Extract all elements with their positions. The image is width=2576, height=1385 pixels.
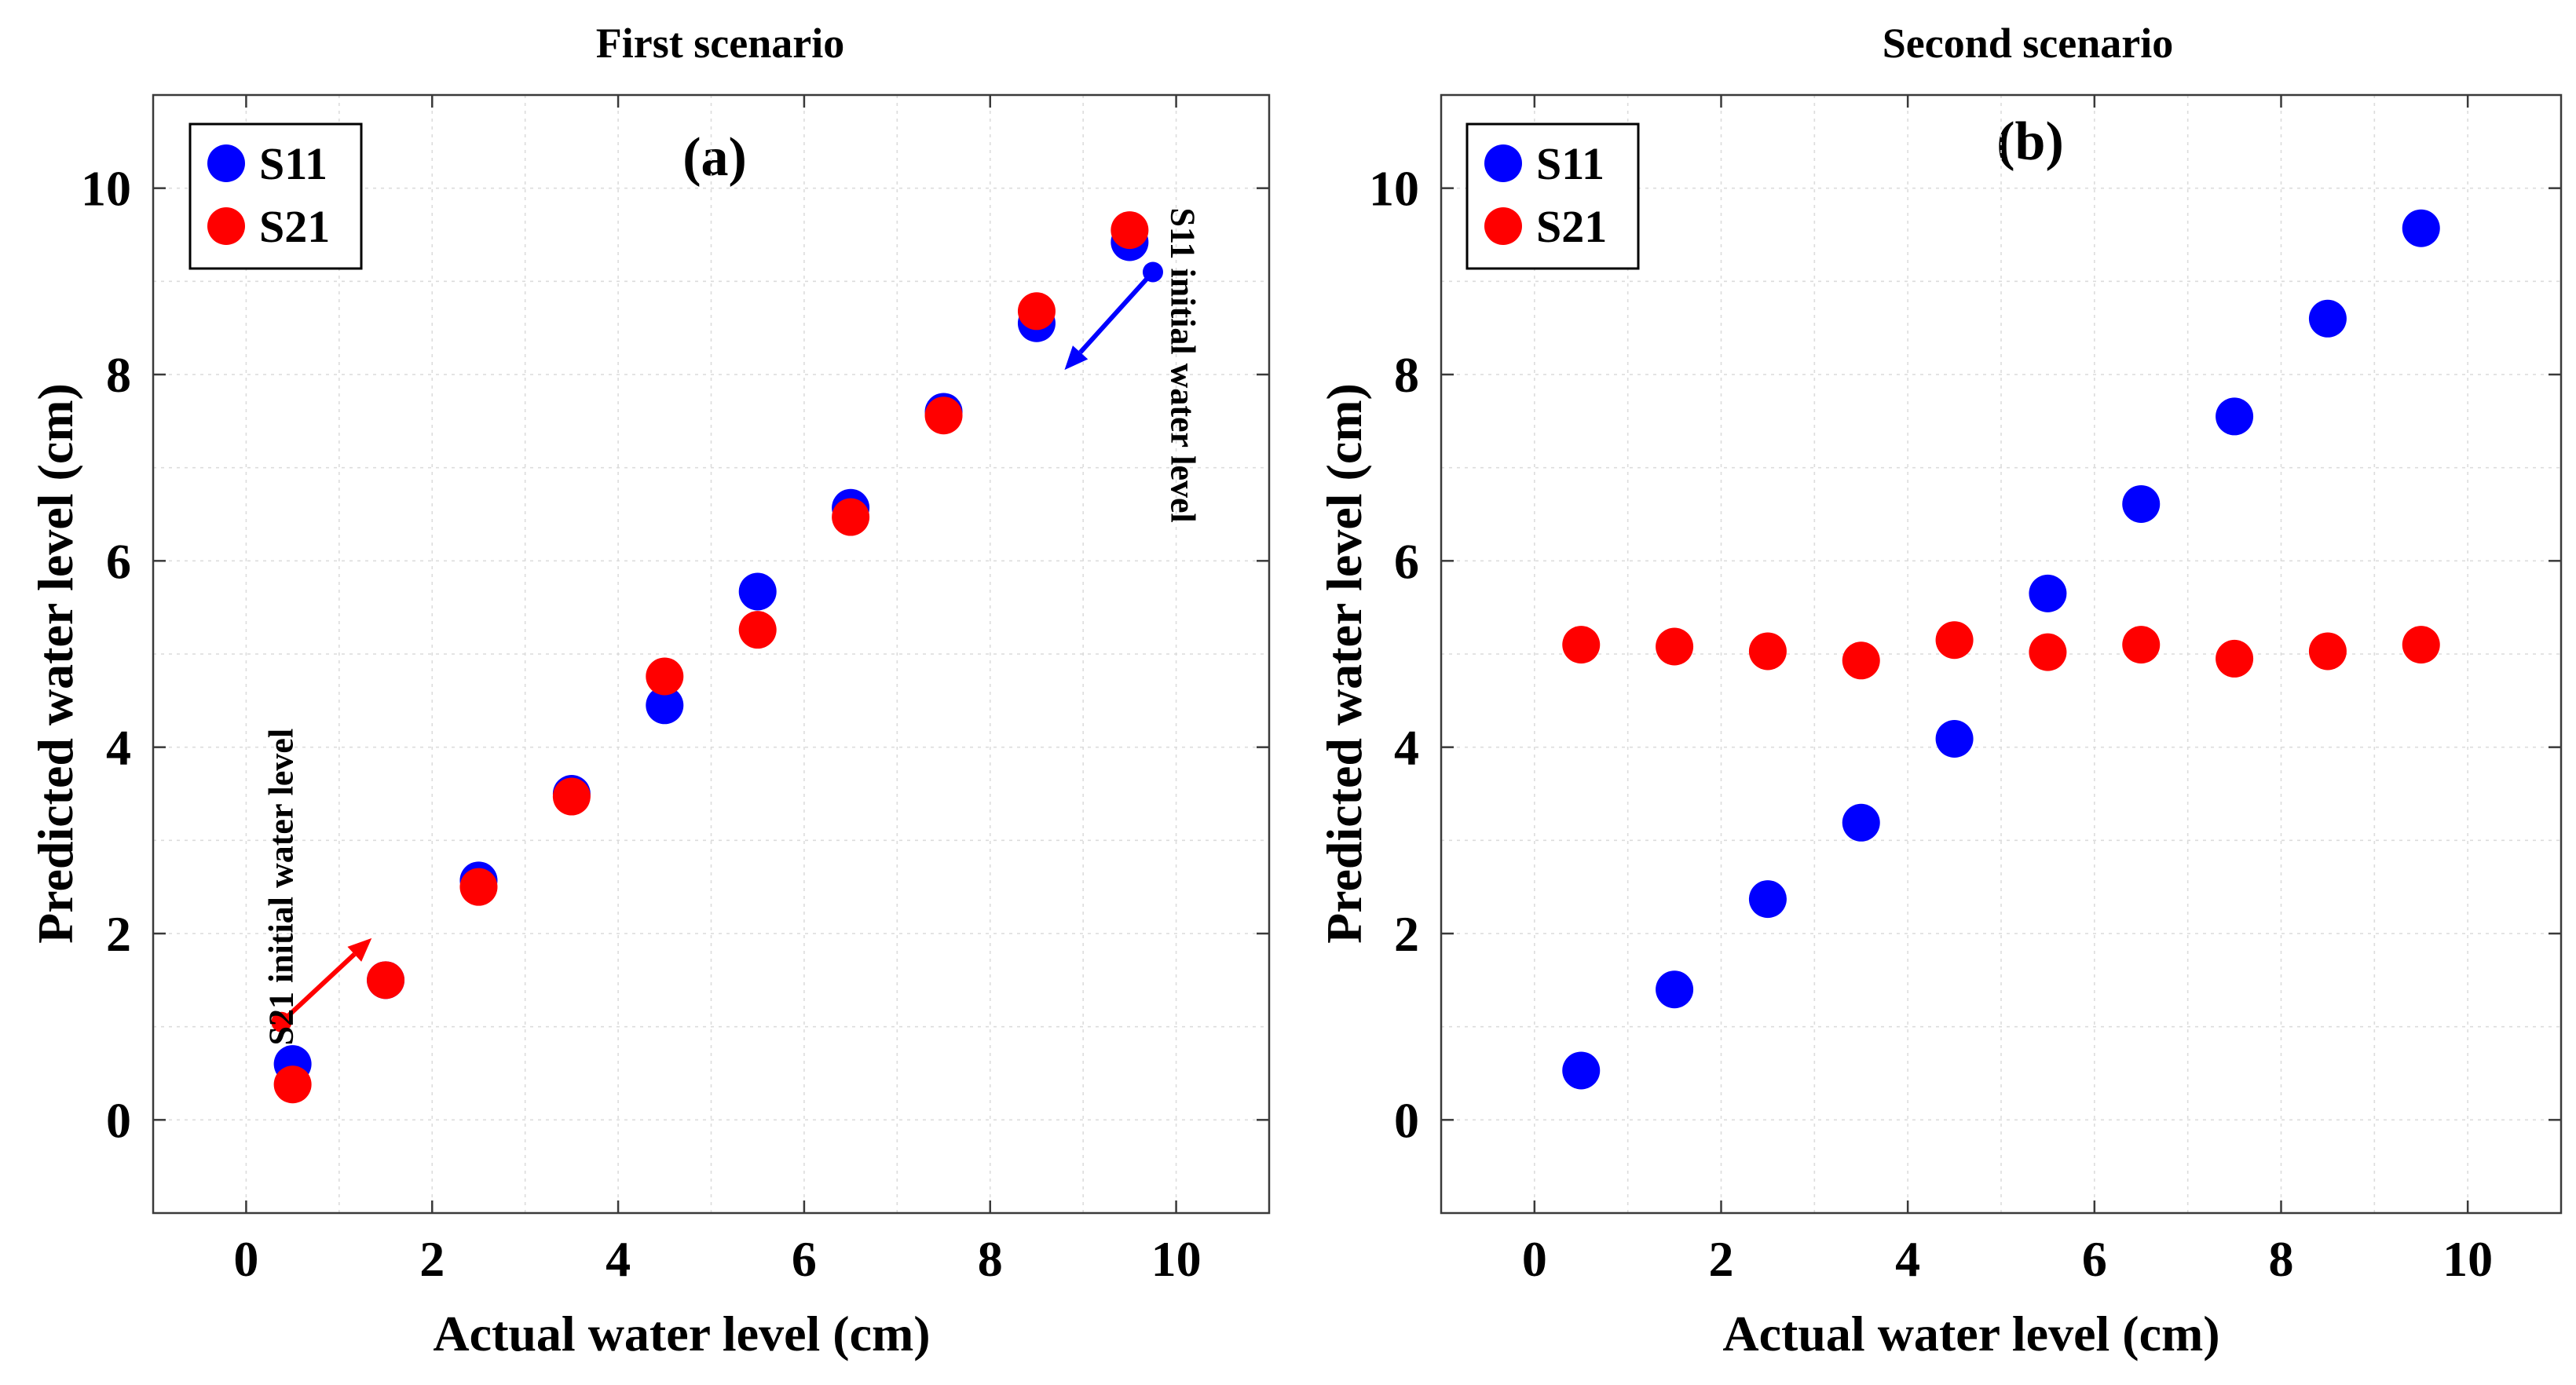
x-ticks-b: 0 2 4 6 8 10 — [1522, 95, 2493, 1287]
data-point-s21-b — [2216, 639, 2254, 678]
x-axis-label-b: Actual water level (cm) — [1722, 1306, 2219, 1361]
plot-frame-a — [152, 93, 1271, 1215]
data-point-s21-b — [2029, 633, 2067, 671]
x-tick-label: 8 — [2269, 1231, 2294, 1287]
data-point-s21-a — [552, 777, 591, 816]
y-tick-label: 4 — [1394, 720, 1419, 776]
x-tick-label: 10 — [2442, 1231, 2493, 1287]
y-axis-label-a: Predicted water level (cm) — [27, 383, 83, 944]
data-point-s21-b — [2402, 626, 2440, 664]
data-point-s21-a — [367, 961, 405, 999]
data-point-s11-b — [1656, 970, 1694, 1009]
data-point-s21-a — [273, 1065, 312, 1104]
data-point-s21-b — [1748, 632, 1787, 671]
data-points-b — [1562, 209, 2440, 1090]
s21-initial-label: S21 initial water level — [262, 729, 301, 1046]
x-tick-label: 4 — [606, 1231, 631, 1287]
s21-initial-arrow — [280, 952, 357, 1024]
data-point-s11-a — [738, 572, 777, 611]
y-tick-label: 6 — [106, 533, 131, 589]
y-axis-label-b: Predicted water level (cm) — [1316, 383, 1372, 944]
chart-panel-a: First scenario (a) Actual water level (c… — [27, 20, 1271, 1361]
s21-initial-arrowhead — [347, 937, 372, 962]
data-point-s21-b — [2308, 632, 2347, 671]
y-tick-label: 10 — [1369, 161, 1419, 217]
x-tick-label: 0 — [1522, 1231, 1547, 1287]
s11-initial-arrow — [1078, 270, 1155, 354]
chart-panel-b: Second scenario (b) Actual water level (… — [1316, 20, 2563, 1361]
y-ticks-a: 0 2 4 6 8 10 — [81, 161, 1269, 1148]
y-tick-label: 0 — [106, 1092, 131, 1148]
data-point-s11-b — [2216, 397, 2254, 436]
x-ticks-a: 0 2 4 6 8 10 — [233, 95, 1202, 1287]
data-point-s11-b — [1935, 719, 1974, 758]
x-tick-label: 6 — [2082, 1231, 2107, 1287]
data-point-s21-a — [832, 498, 870, 536]
y-tick-label: 2 — [1394, 906, 1419, 962]
chart-title-b: Second scenario — [1883, 20, 2174, 67]
data-point-s11-b — [1562, 1051, 1601, 1090]
data-point-s11-b — [1748, 880, 1787, 919]
y-tick-label: 8 — [1394, 347, 1419, 403]
legend-marker-s21-b — [1484, 207, 1522, 245]
x-tick-label: 2 — [419, 1231, 445, 1287]
data-point-s21-a — [459, 868, 498, 906]
y-tick-label: 0 — [1394, 1092, 1419, 1148]
data-point-s21-a — [646, 657, 684, 696]
data-point-s11-b — [2122, 484, 2161, 523]
legend-label-s11-b: S11 — [1536, 138, 1605, 189]
y-tick-label: 2 — [106, 906, 131, 962]
grid-b — [1441, 95, 2561, 1213]
data-point-s21-b — [1656, 627, 1694, 666]
data-point-s11-b — [2402, 209, 2440, 247]
y-ticks-b: 0 2 4 6 8 10 — [1369, 161, 2561, 1148]
data-point-s21-b — [1842, 641, 1880, 680]
data-point-s11-b — [1842, 803, 1880, 842]
panel-label-a: (a) — [682, 127, 747, 188]
chart-title-a: First scenario — [596, 20, 844, 67]
legend-label-s11-a: S11 — [259, 138, 327, 189]
legend-label-s21-b: S21 — [1536, 201, 1607, 252]
x-axis-label-a: Actual water level (cm) — [433, 1306, 930, 1361]
panel-label-b: (b) — [1996, 111, 2064, 172]
legend-marker-s11-b — [1484, 144, 1522, 182]
y-tick-label: 4 — [106, 720, 131, 776]
data-point-s21-b — [1935, 621, 1974, 660]
legend-marker-s21-a — [207, 207, 245, 245]
s11-initial-label: S11 initial water level — [1164, 208, 1202, 523]
legend-a: S11 S21 — [188, 122, 363, 270]
x-tick-label: 8 — [978, 1231, 1003, 1287]
data-point-s21-a — [1017, 292, 1056, 331]
data-point-s11-a — [646, 686, 684, 725]
data-points-a — [273, 211, 1149, 1104]
data-point-s11-b — [2029, 574, 2067, 612]
data-point-s11-b — [2308, 299, 2347, 338]
data-point-s21-b — [2122, 626, 2161, 664]
legend-b: S11 S21 — [1465, 122, 1640, 270]
x-tick-label: 6 — [792, 1231, 817, 1287]
data-point-s21-a — [1111, 211, 1149, 250]
y-tick-label: 10 — [81, 161, 131, 217]
y-tick-label: 8 — [106, 347, 131, 403]
s11-initial-arrowhead — [1064, 345, 1089, 371]
s21-initial-marker — [271, 1011, 292, 1032]
data-point-s21-a — [738, 611, 777, 649]
legend-label-s21-a: S21 — [259, 201, 330, 252]
s11-initial-marker — [1142, 261, 1163, 283]
x-tick-label: 10 — [1151, 1231, 1202, 1287]
x-tick-label: 2 — [1709, 1231, 1734, 1287]
x-tick-label: 4 — [1895, 1231, 1920, 1287]
legend-marker-s11-a — [207, 144, 245, 182]
y-tick-label: 6 — [1394, 533, 1419, 589]
x-tick-label: 0 — [233, 1231, 258, 1287]
plot-frame-b — [1440, 93, 2563, 1215]
grid-a — [153, 95, 1269, 1213]
data-point-s21-b — [1562, 626, 1601, 664]
data-point-s21-a — [924, 396, 963, 435]
annotations-a: S21 initial water level S11 initial wate… — [262, 208, 1202, 1046]
